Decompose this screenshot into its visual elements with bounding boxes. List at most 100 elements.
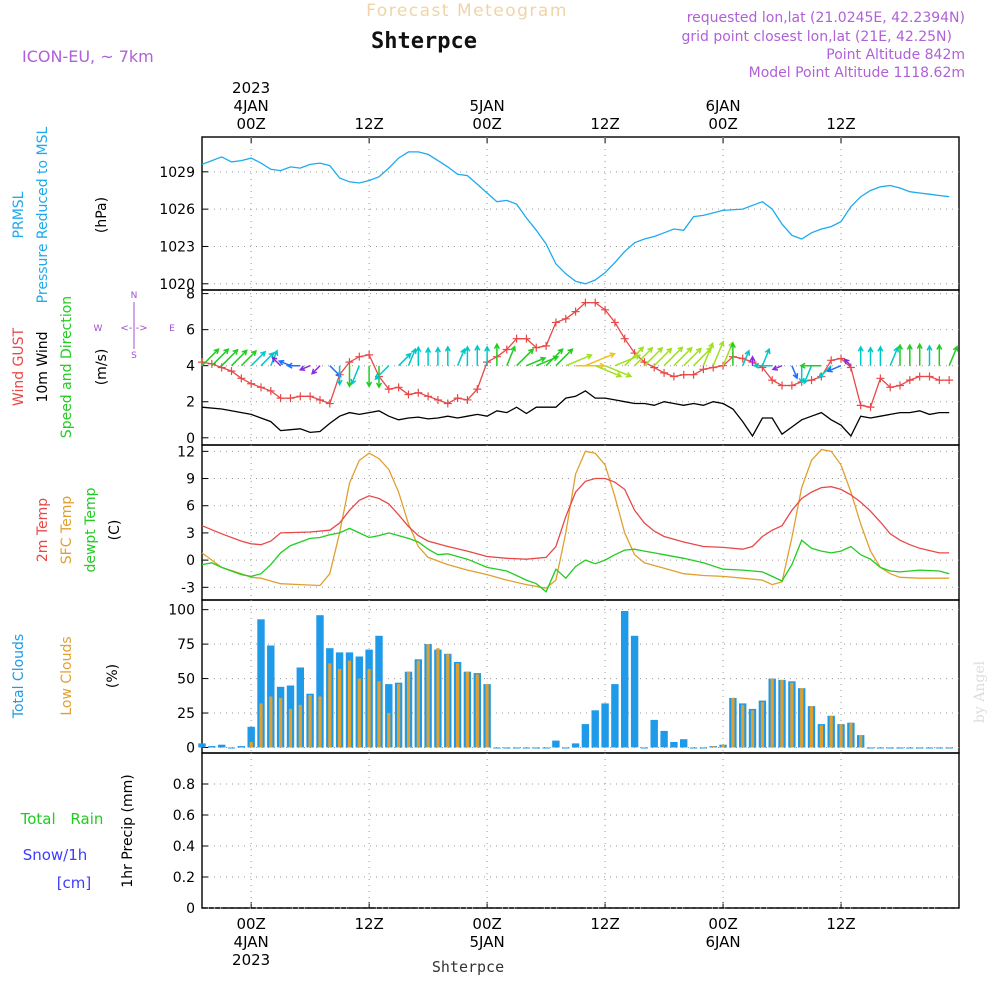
wind-gust-point xyxy=(502,345,511,354)
wind-direction-arrow xyxy=(366,365,373,388)
low-clouds-bar xyxy=(446,653,450,748)
low-clouds-bar xyxy=(377,681,381,748)
wind-direction-arrow xyxy=(250,350,267,367)
wind-direction-arrow xyxy=(643,346,664,367)
y-tick-label: -3 xyxy=(181,580,195,596)
wind-direction-arrow xyxy=(310,365,321,375)
temp-unit: (C) xyxy=(107,520,123,541)
y-tick-label: 0 xyxy=(186,431,195,447)
total-clouds-bar xyxy=(640,747,649,749)
wind-direction-arrow xyxy=(493,342,500,366)
total-clouds-bar xyxy=(208,746,216,748)
wind-unit: (m/s) xyxy=(94,349,110,386)
panel-frame xyxy=(201,136,960,291)
total-clouds-bar xyxy=(925,747,934,749)
wind-direction-arrow xyxy=(771,365,783,371)
wind-gust-point xyxy=(256,383,265,392)
wind-direction-arrow xyxy=(906,343,913,366)
wind-direction-arrow xyxy=(624,346,645,367)
wind-gust-point xyxy=(719,361,728,370)
wind-direction-arrow xyxy=(555,348,574,367)
compass-east: E xyxy=(169,324,175,334)
y-tick-label: 9 xyxy=(186,472,195,488)
compass-south: S xyxy=(131,351,137,361)
wind-gust-point xyxy=(315,395,324,404)
total-clouds-bar xyxy=(257,619,265,748)
wind-direction-arrow xyxy=(653,347,673,367)
wind-direction-arrow xyxy=(594,365,623,378)
total-clouds-bar xyxy=(896,747,904,749)
total-clouds-bar xyxy=(571,743,580,748)
wind-gust-point xyxy=(610,318,619,327)
wind-gust-point xyxy=(787,381,796,390)
wind-gust-point xyxy=(266,386,275,395)
wind-direction-arrow xyxy=(791,365,799,380)
requested-coords: requested lon,lat (21.0245E, 42.2394N) xyxy=(687,10,965,26)
wind-direction-arrow xyxy=(749,355,756,366)
wind-direction-arrow xyxy=(484,345,491,366)
time-axis-label: 12Z xyxy=(590,915,619,933)
wind-gust-point xyxy=(699,365,708,374)
wind-direction-arrow xyxy=(516,348,535,367)
location-title: Shterpce xyxy=(371,29,477,54)
y-tick-label: 75 xyxy=(177,637,195,653)
wind-gust-point xyxy=(463,395,472,404)
low-clouds-bar xyxy=(790,682,794,748)
wind-direction-arrow xyxy=(211,348,230,367)
time-axis-label: 4JAN xyxy=(234,97,269,115)
wind-direction-arrow xyxy=(374,365,390,381)
wind-direction-arrow xyxy=(201,348,220,367)
total-clouds-bar xyxy=(552,740,560,748)
wind-direction-arrow xyxy=(916,342,923,366)
total-clouds-bar xyxy=(630,635,639,748)
model-altitude: Model Point Altitude 1118.62m xyxy=(749,65,965,81)
wind-direction-arrow xyxy=(271,356,282,367)
time-axis-label: 00Z xyxy=(472,115,501,133)
total-clouds-bar xyxy=(512,747,521,749)
wind-direction-arrow xyxy=(545,348,564,367)
sfc-temp-line xyxy=(201,448,950,589)
clouds-label-total: Total Clouds xyxy=(11,634,27,719)
clouds-unit: (%) xyxy=(105,664,121,688)
wind-direction-arrow xyxy=(843,358,852,367)
y-tick-label: 4 xyxy=(186,359,195,375)
wind-direction-arrow xyxy=(298,365,311,372)
total-clouds-bar xyxy=(591,710,599,748)
total-clouds-bar xyxy=(650,719,658,748)
wind-direction-arrow xyxy=(826,365,842,373)
low-clouds-bar xyxy=(485,684,489,748)
wind-gust-point xyxy=(414,388,423,397)
clouds-panel: 0 25 50 75 100 xyxy=(168,599,960,756)
wind-label-gust: Wind GUST xyxy=(11,327,27,406)
wind-direction-arrow xyxy=(434,346,441,366)
low-clouds-bar xyxy=(721,744,725,748)
time-axis-label: 12Z xyxy=(826,915,855,933)
low-clouds-bar xyxy=(387,713,391,748)
wind-direction-arrow xyxy=(506,345,516,366)
precip-label-rain: Total Rain xyxy=(20,810,104,828)
wind-gust-point xyxy=(345,358,354,367)
point-altitude: Point Altitude 842m xyxy=(826,47,965,63)
total-clouds-bar xyxy=(493,747,501,749)
total-clouds-bar xyxy=(680,739,688,748)
wind-gust-point xyxy=(473,385,482,394)
total-clouds-bar xyxy=(562,747,570,749)
wind-direction-arrow xyxy=(585,352,616,367)
wind-direction-arrow xyxy=(240,349,258,367)
total-clouds-bar xyxy=(866,747,875,749)
low-clouds-bar xyxy=(357,678,361,748)
wind-direction-arrow xyxy=(663,346,684,367)
time-axis-label: 00Z xyxy=(236,115,265,133)
wind-gust-point xyxy=(601,305,610,314)
y-tick-label: 6 xyxy=(186,323,195,339)
time-axis-label: 6JAN xyxy=(705,933,740,951)
y-tick-label: 25 xyxy=(177,706,195,722)
total-clouds-bar xyxy=(945,747,953,749)
temp-label-sfc: SFC Temp xyxy=(59,496,75,565)
wind-gust-point xyxy=(689,370,698,379)
y-tick-label: 2 xyxy=(186,395,195,411)
low-clouds-bar xyxy=(269,696,273,748)
low-clouds-bar xyxy=(839,724,843,748)
